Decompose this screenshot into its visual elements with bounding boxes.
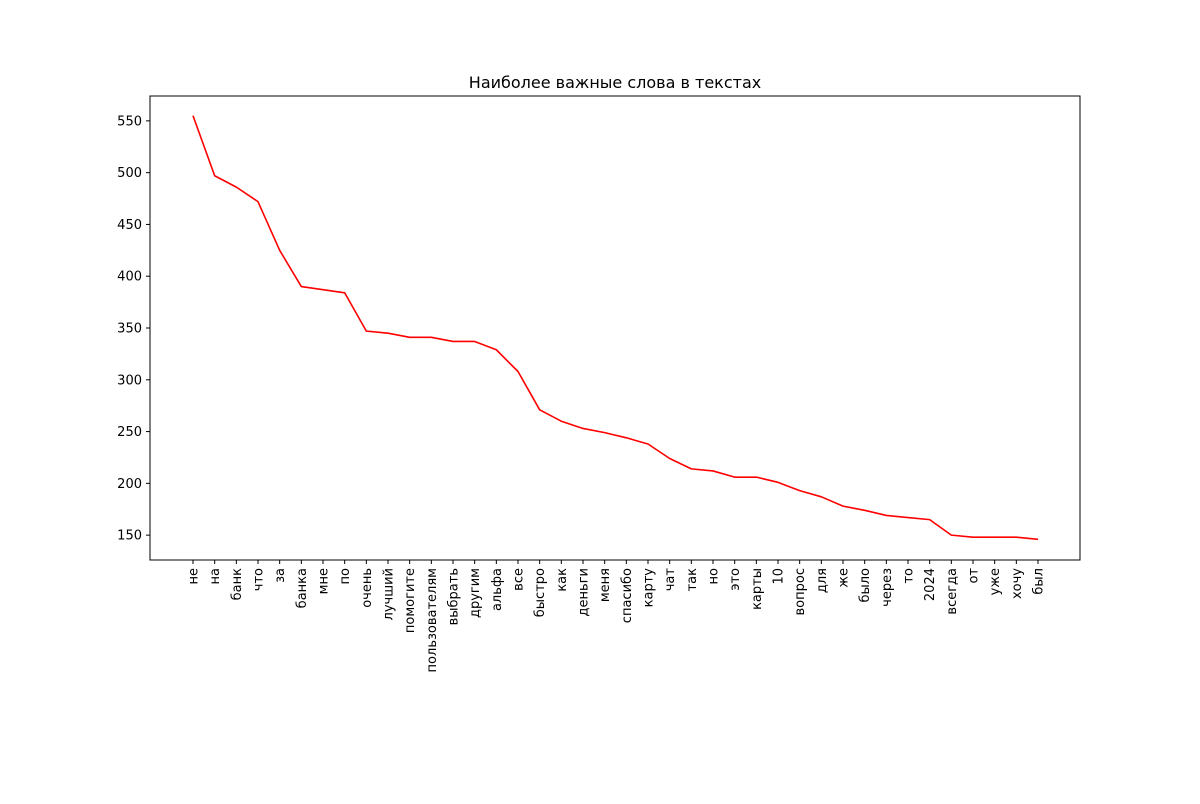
x-tick-label: лучший (382, 568, 397, 620)
x-tick-label: для (815, 568, 830, 593)
x-tick-label: на (208, 568, 223, 584)
x-tick-label: очень (360, 568, 375, 608)
x-tick-label: уже (988, 568, 1003, 595)
x-tick-label: банк (230, 568, 245, 600)
x-tick-label: деньги (577, 568, 592, 616)
x-tick-label: меня (598, 568, 613, 602)
x-tick-label: чат (663, 568, 678, 592)
series-line (193, 116, 1038, 540)
y-tick-label: 350 (117, 322, 142, 337)
x-tick-label: от (967, 568, 982, 584)
plot-area-frame (150, 96, 1080, 560)
x-tick-label: спасибо (620, 568, 635, 623)
x-tick-label: так (685, 568, 700, 592)
x-tick-label: как (555, 568, 570, 592)
y-tick-label: 250 (117, 425, 142, 440)
x-tick-label: было (858, 568, 873, 603)
chart-title: Наиболее важные слова в текстах (469, 73, 761, 92)
x-tick-label: мне (317, 568, 332, 594)
x-tick-label: через (880, 568, 895, 607)
x-tick-label: не (187, 568, 202, 585)
y-axis: 150 200 250 300 350 400 450 500 550 (117, 114, 150, 543)
x-tick-label: всегда (945, 568, 960, 615)
y-tick-label: 450 (117, 218, 142, 233)
x-tick-label: за (273, 568, 288, 583)
series-layer (193, 116, 1038, 540)
y-tick-label: 500 (117, 166, 142, 181)
y-tick-label: 400 (117, 270, 142, 285)
x-tick-label: быстро (533, 568, 548, 617)
x-tick-label: что (252, 568, 267, 591)
x-tick-label: выбрать (447, 568, 462, 625)
y-tick-label: 300 (117, 373, 142, 388)
x-tick-label: все (512, 568, 527, 591)
y-tick-label: 550 (117, 114, 142, 129)
x-tick-label: карты (750, 568, 765, 610)
x-tick-label: это (728, 568, 743, 591)
x-tick-label: пользователям (425, 568, 440, 672)
x-tick-label: карту (642, 568, 657, 608)
x-tick-label: был (1032, 568, 1047, 595)
x-tick-label: по (338, 568, 353, 584)
x-tick-label: хочу (1010, 568, 1025, 599)
x-tick-label: но (707, 568, 722, 584)
y-tick-label: 150 (117, 529, 142, 544)
y-tick-label: 200 (117, 477, 142, 492)
x-tick-label: же (837, 568, 852, 588)
x-tick-label: 2024 (923, 568, 938, 601)
x-tick-label: альфа (490, 568, 505, 611)
x-tick-label: помогите (403, 568, 418, 633)
x-tick-label: 10 (772, 568, 787, 585)
x-tick-label: банка (295, 568, 310, 608)
x-tick-label: то (902, 568, 917, 584)
x-tick-label: вопрос (793, 568, 808, 615)
x-tick-label: другим (468, 568, 483, 618)
